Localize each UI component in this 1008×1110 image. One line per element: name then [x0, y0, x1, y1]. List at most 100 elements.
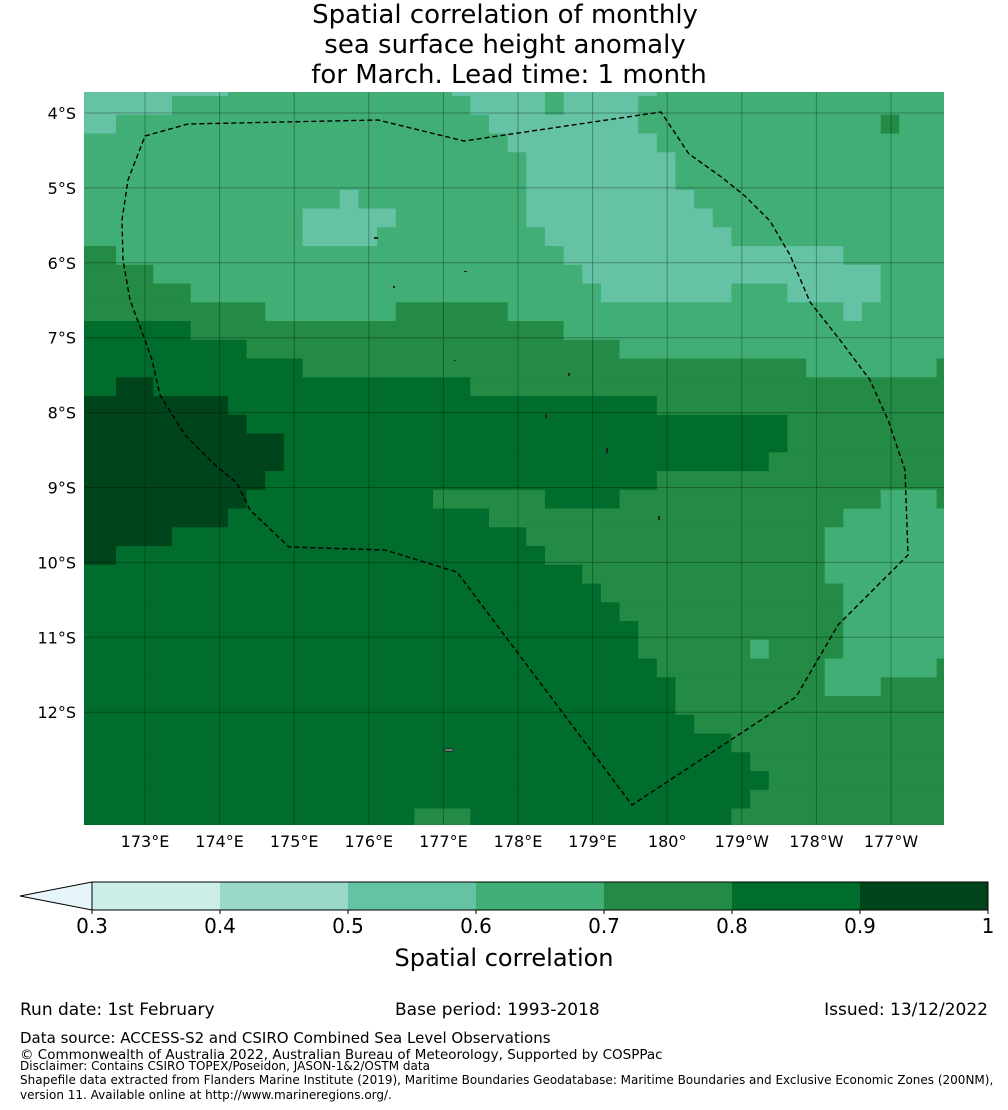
eez-boundary — [121, 111, 909, 806]
map-cell-run — [787, 283, 882, 303]
map-cell-run — [507, 302, 844, 322]
map-cell-run — [824, 677, 882, 697]
colorbar-segment — [220, 882, 348, 910]
title-line-3: for March. Lead time: 1 month — [311, 60, 706, 90]
map-cell-run — [563, 96, 639, 116]
colorbar-segment — [732, 882, 860, 910]
colorbar-frame — [91, 881, 989, 911]
map-cell-run — [283, 452, 770, 472]
map-cell-run — [526, 152, 677, 172]
map-cell-run — [638, 114, 882, 135]
lat-tick-label: 11°S — [37, 628, 76, 647]
map-cell-run — [489, 508, 844, 528]
map-cell-run — [84, 358, 304, 378]
map-cell-run — [84, 227, 304, 247]
map-cell-run — [544, 546, 826, 566]
map-cell-run — [675, 696, 944, 716]
map-cell-run — [246, 339, 621, 360]
map-cell-run — [246, 489, 434, 510]
map-cell-run — [526, 171, 677, 191]
map-cell-run — [638, 639, 751, 660]
title-line-2: sea surface height anomaly — [324, 30, 685, 60]
map-cell-run — [694, 189, 944, 210]
lon-tick-label: 175°E — [270, 832, 319, 851]
map-cell-run — [84, 527, 173, 547]
map-cell-run — [843, 302, 863, 322]
colorbar-tick-label: 0.3 — [76, 914, 108, 938]
map-cell-run — [116, 246, 565, 266]
map-cell-run — [84, 114, 117, 135]
map-cell-run — [843, 583, 944, 603]
graticule — [84, 92, 944, 825]
map-cell-run — [936, 358, 944, 378]
map-cell-run — [638, 96, 944, 116]
map-cell-run — [768, 771, 944, 791]
map-cell-run — [190, 283, 602, 303]
map-cell-run — [843, 621, 944, 641]
map-cell-run — [190, 321, 565, 341]
map-cell-run — [880, 489, 938, 510]
map-cell-run — [899, 114, 944, 135]
colorbar-tick-label: 0.7 — [588, 914, 620, 938]
map-cell-run — [84, 171, 527, 191]
map-cell-run — [84, 264, 154, 285]
map-cell-run — [265, 302, 397, 322]
map-cell-run — [843, 246, 944, 266]
map-cell-run — [582, 264, 882, 285]
map-cell-run — [544, 489, 621, 510]
map-cell-run — [563, 246, 844, 266]
map-cell-run — [619, 339, 944, 360]
map-cell-run — [731, 808, 944, 825]
map-cell-run — [843, 508, 944, 528]
map-cell-run — [433, 489, 546, 510]
map-cell-run — [84, 696, 677, 716]
map-cell-run — [84, 433, 285, 453]
map-cell-run — [470, 96, 546, 116]
shapefile-credit-line-2: version 11. Available online at http://w… — [20, 1088, 392, 1102]
map-cell-run — [489, 114, 639, 135]
map-cell-run — [843, 639, 944, 660]
colorbar-label: Spatial correlation — [394, 944, 613, 972]
map-cell-run — [750, 789, 944, 810]
map-cell-run — [787, 414, 944, 435]
colorbar — [19, 881, 989, 911]
lon-tick-label: 174°E — [195, 832, 244, 851]
map-cell-run — [84, 283, 192, 303]
islands — [374, 237, 660, 752]
title-line-1: Spatial correlation of monthly — [312, 0, 698, 30]
map-cell-run — [116, 546, 546, 566]
map-cell-run — [563, 321, 944, 341]
map-cell-run — [84, 152, 527, 172]
map-cell-run — [84, 808, 415, 825]
map-cell-run — [544, 96, 565, 116]
lon-tick-label: 177°E — [419, 832, 468, 851]
map-cell-run — [283, 433, 788, 453]
lat-tick-label: 8°S — [48, 404, 76, 423]
map-cell-run — [227, 92, 453, 97]
base-period: Base period: 1993-2018 — [395, 1000, 600, 1020]
map-cell-run — [84, 489, 248, 510]
map-cell-run — [84, 621, 639, 641]
map-cell-run — [153, 264, 583, 285]
map-cell-run — [84, 546, 117, 566]
lat-tick-label: 5°S — [48, 179, 76, 198]
colorbar-tick-label: 0.9 — [844, 914, 876, 938]
lon-tick-label: 180° — [648, 832, 687, 851]
map-cell-run — [116, 114, 490, 135]
map-cell-run — [414, 808, 471, 825]
map-cell-run — [787, 433, 944, 453]
map-cell-run — [619, 489, 882, 510]
map-cell-run — [656, 471, 944, 491]
colorbar-tick-label: 0.4 — [204, 914, 236, 938]
map-cell-run — [638, 621, 844, 641]
map-cell-run — [302, 358, 807, 378]
map-cell-run — [358, 189, 527, 210]
map-cell-run — [84, 96, 173, 116]
issued-date: Issued: 13/12/2022 — [824, 1000, 988, 1020]
lon-tick-label: 178°W — [789, 832, 844, 851]
disclaimer: Disclaimer: Contains CSIRO TOPEX/Poseido… — [20, 1059, 430, 1073]
map-cell-run — [84, 246, 117, 266]
map-cell-run — [451, 92, 546, 97]
data-source: Data source: ACCESS-S2 and CSIRO Combine… — [20, 1029, 551, 1047]
lat-tick-label: 9°S — [48, 479, 76, 498]
